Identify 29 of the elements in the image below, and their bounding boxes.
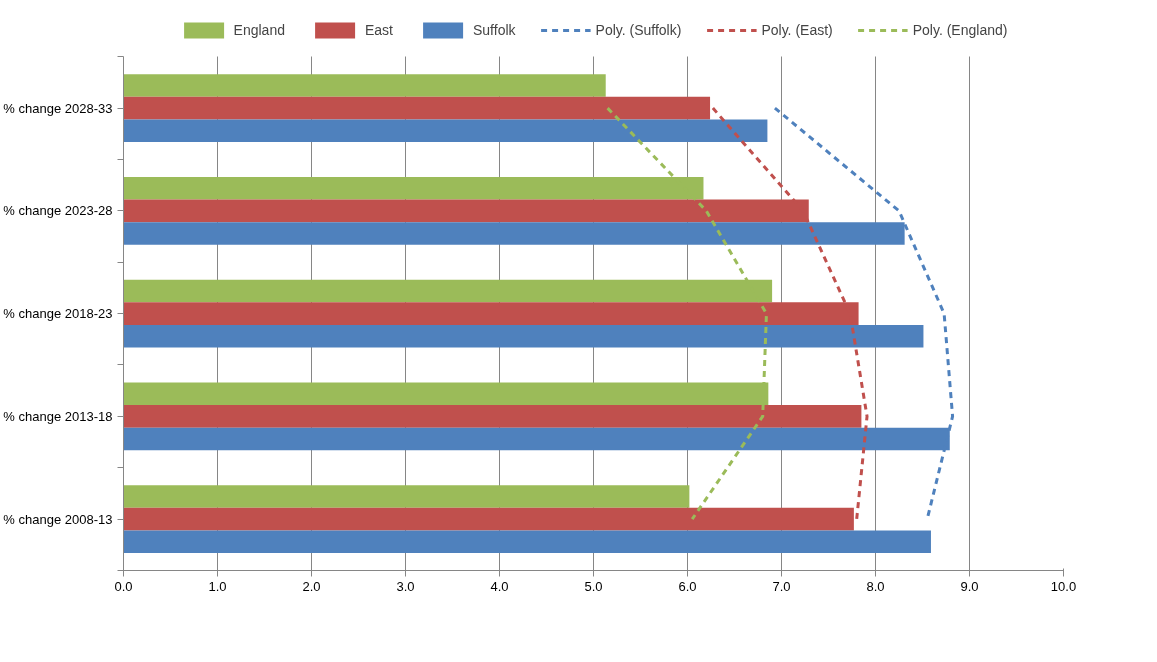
x-tick-label: 9.0 (960, 578, 979, 594)
y-tick-label: % change 2013-18 (3, 408, 113, 424)
legend-label: Poly. (Suffolk) (595, 22, 682, 38)
x-tick-label: 2.0 (302, 578, 321, 594)
x-tick-label: 1.0 (208, 578, 227, 594)
bar (123, 119, 768, 143)
legend-label: Poly. (East) (761, 22, 833, 38)
bar (123, 74, 606, 97)
y-tick-label: % change 2028-33 (3, 100, 113, 116)
x-tick-label: 6.0 (678, 578, 697, 594)
y-tick-label: % change 2018-23 (3, 306, 113, 322)
x-tick-label: 5.0 (584, 578, 603, 594)
legend-label: England (233, 22, 285, 38)
legend-label: East (364, 22, 393, 38)
x-tick-label: 10.0 (1050, 578, 1077, 594)
bar (123, 405, 862, 428)
legend-label: Suffolk (473, 22, 516, 38)
bar (123, 530, 931, 554)
bar (123, 485, 690, 508)
x-tick-label: 3.0 (396, 578, 415, 594)
x-tick-label: 7.0 (772, 578, 791, 594)
x-tick-label: 8.0 (866, 578, 885, 594)
bar (123, 324, 924, 348)
y-tick-label: % change 2023-28 (3, 203, 113, 219)
x-tick-label: 4.0 (490, 578, 509, 594)
bar (123, 96, 711, 120)
legend-label: Poly. (England) (912, 22, 1008, 38)
x-tick-label: 0.0 (114, 578, 133, 594)
y-tick-label: % change 2008-13 (3, 511, 113, 527)
